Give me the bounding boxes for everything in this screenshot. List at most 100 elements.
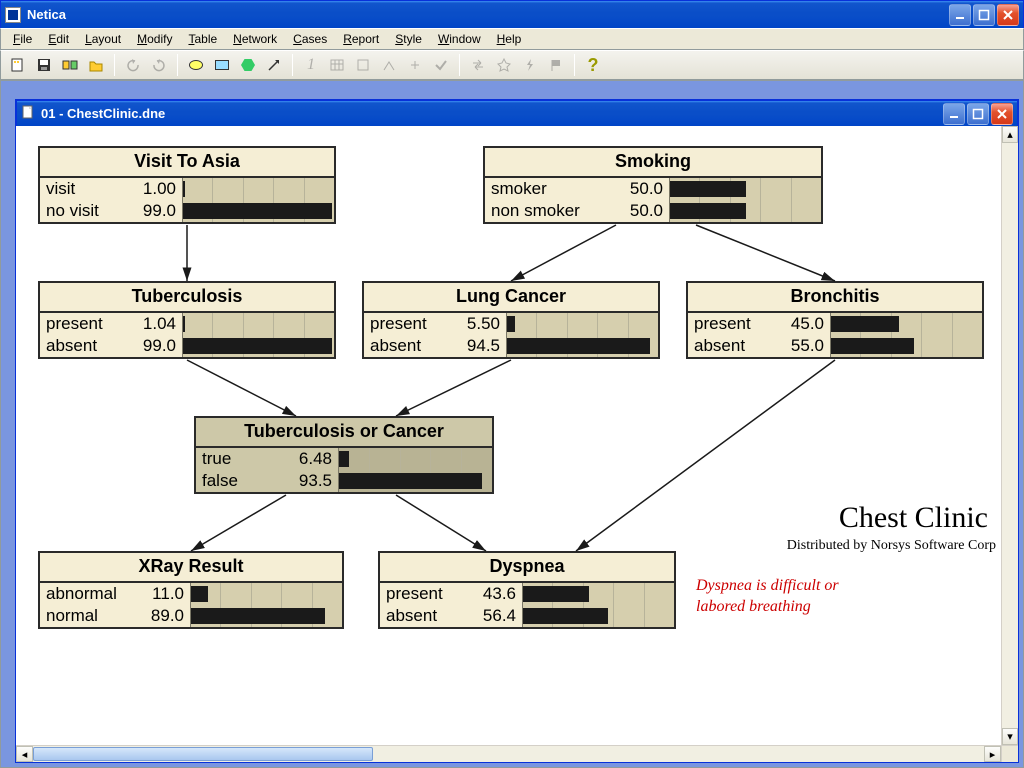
state-bar [338,470,492,492]
child-titlebar: 01 - ChestClinic.dne [16,100,1018,126]
one-button[interactable]: 1 [300,54,322,76]
state-row[interactable]: present43.6 [380,583,674,605]
tool-button-1[interactable] [59,54,81,76]
state-row[interactable]: abnormal11.0 [40,583,342,605]
node-title: Tuberculosis or Cancer [196,418,492,448]
state-bar [522,583,674,605]
node-bronchitis[interactable]: Bronchitispresent45.0absent55.0 [686,281,984,359]
state-bar [338,448,492,470]
menu-cases[interactable]: Cases [285,30,335,48]
menu-file[interactable]: File [5,30,40,48]
open-button[interactable] [85,54,107,76]
state-bar [190,605,342,627]
scroll-track[interactable] [33,746,984,762]
state-row[interactable]: present5.50 [364,313,658,335]
menu-network[interactable]: Network [225,30,285,48]
state-value: 56.4 [466,605,522,627]
horizontal-scrollbar[interactable]: ◂ ▸ [16,745,1001,762]
node-dyspnea[interactable]: Dyspneapresent43.6absent56.4 [378,551,676,629]
menu-window[interactable]: Window [430,30,489,48]
tool-button-4[interactable] [404,54,426,76]
node-title: Visit To Asia [40,148,334,178]
toolbar-separator [292,54,293,76]
redo-button[interactable] [148,54,170,76]
maximize-button[interactable] [973,4,995,26]
state-row[interactable]: non smoker50.0 [485,200,821,222]
state-row[interactable]: absent94.5 [364,335,658,357]
state-row[interactable]: true6.48 [196,448,492,470]
state-row[interactable]: smoker50.0 [485,178,821,200]
help-button[interactable]: ? [582,54,604,76]
state-row[interactable]: absent99.0 [40,335,334,357]
app-title: Netica [27,7,66,22]
node-title: Lung Cancer [364,283,658,313]
add-utility-node-button[interactable] [237,54,259,76]
scroll-down-button[interactable]: ▾ [1002,728,1018,745]
state-bar [506,335,658,357]
star-button[interactable] [493,54,515,76]
new-network-button[interactable] [7,54,29,76]
lightning-button[interactable] [519,54,541,76]
menu-edit[interactable]: Edit [40,30,77,48]
state-row[interactable]: false93.5 [196,470,492,492]
save-button[interactable] [33,54,55,76]
info-title: Chest Clinic [839,501,988,535]
close-button[interactable] [997,4,1019,26]
node-tuberculosis[interactable]: Tuberculosispresent1.04absent99.0 [38,281,336,359]
scroll-thumb[interactable] [33,747,373,761]
toolbar-separator [574,54,575,76]
scroll-left-button[interactable]: ◂ [16,746,33,762]
table-button[interactable] [326,54,348,76]
state-row[interactable]: absent55.0 [688,335,982,357]
state-value: 6.48 [282,448,338,470]
state-row[interactable]: no visit99.0 [40,200,334,222]
undo-button[interactable] [122,54,144,76]
state-bar [182,178,334,200]
state-row[interactable]: present45.0 [688,313,982,335]
info-note-line2: labored breathing [696,598,811,615]
state-row[interactable]: absent56.4 [380,605,674,627]
rect-icon [215,60,229,70]
state-label: smoker [485,178,613,200]
state-bar [830,335,982,357]
network-canvas[interactable]: Dyspneapresent43.6absent56.4 XRay Resulta… [16,126,1018,762]
flag-button[interactable] [545,54,567,76]
minimize-button[interactable] [949,4,971,26]
scroll-right-button[interactable]: ▸ [984,746,1001,762]
state-value: 99.0 [126,200,182,222]
tool-button-2[interactable] [352,54,374,76]
child-close-button[interactable] [991,103,1013,125]
add-nature-node-button[interactable] [185,54,207,76]
state-bar [182,335,334,357]
add-link-button[interactable] [263,54,285,76]
node-xray[interactable]: XRay Resultabnormal11.0normal89.0 [38,551,344,629]
swap-button[interactable] [467,54,489,76]
menu-style[interactable]: Style [387,30,430,48]
menu-layout[interactable]: Layout [77,30,129,48]
menu-report[interactable]: Report [335,30,387,48]
state-value: 5.50 [450,313,506,335]
check-button[interactable] [430,54,452,76]
ellipse-icon [189,60,203,70]
vertical-scrollbar[interactable]: ▴ ▾ [1001,126,1018,745]
state-label: present [40,313,126,335]
tool-button-3[interactable] [378,54,400,76]
state-value: 43.6 [466,583,522,605]
add-decision-node-button[interactable] [211,54,233,76]
state-row[interactable]: visit1.00 [40,178,334,200]
state-row[interactable]: normal89.0 [40,605,342,627]
scroll-up-button[interactable]: ▴ [1002,126,1018,143]
state-row[interactable]: present1.04 [40,313,334,335]
menu-modify[interactable]: Modify [129,30,180,48]
child-maximize-button[interactable] [967,103,989,125]
node-smoking[interactable]: Smokingsmoker50.0non smoker50.0 [483,146,823,224]
node-lung-cancer[interactable]: Lung Cancerpresent5.50absent94.5 [362,281,660,359]
menu-table[interactable]: Table [180,30,225,48]
state-label: present [364,313,450,335]
edge [187,360,296,416]
info-note-line1: Dyspnea is difficult or [696,577,839,594]
node-tb-or-cancer[interactable]: Tuberculosis or Cancertrue6.48false93.5 [194,416,494,494]
child-minimize-button[interactable] [943,103,965,125]
menu-help[interactable]: Help [489,30,530,48]
node-visit-asia[interactable]: Visit To Asiavisit1.00no visit99.0 [38,146,336,224]
